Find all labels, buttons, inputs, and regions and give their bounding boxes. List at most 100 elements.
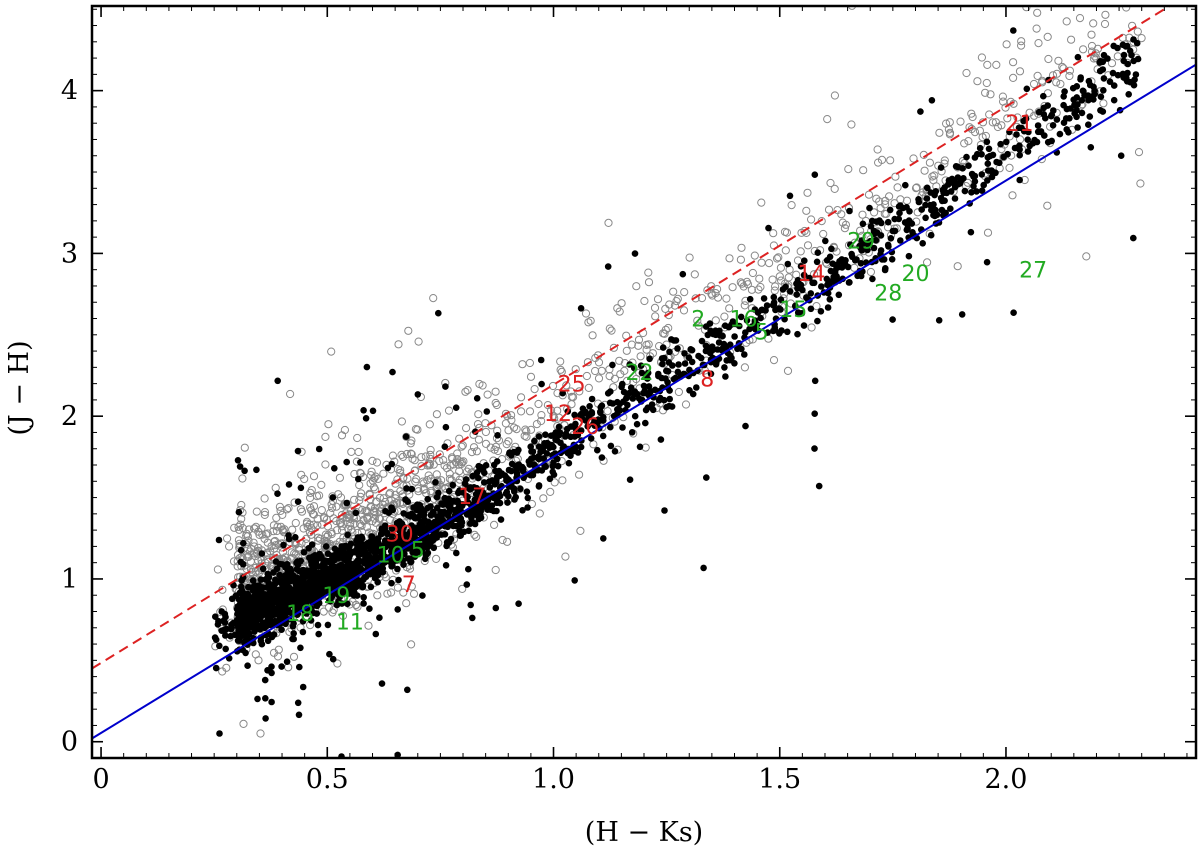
field-star-filled bbox=[1023, 85, 1031, 93]
field-star-filled bbox=[577, 427, 585, 434]
field-star-filled bbox=[609, 361, 616, 369]
field-star-filled bbox=[528, 471, 535, 478]
field-star-filled bbox=[1078, 97, 1086, 104]
scatter-points bbox=[211, 0, 1146, 806]
field-star-filled bbox=[523, 488, 531, 496]
field-star-filled bbox=[362, 573, 370, 581]
field-star-filled bbox=[530, 454, 537, 461]
source-label-8: 8 bbox=[700, 368, 714, 393]
y-tick-label: 0 bbox=[61, 727, 78, 758]
field-star-open bbox=[755, 274, 764, 283]
field-star-open bbox=[558, 476, 567, 485]
field-star-filled bbox=[1016, 176, 1023, 184]
field-star-filled bbox=[647, 388, 655, 395]
source-label-21: 21 bbox=[1006, 112, 1034, 137]
field-star-open bbox=[725, 304, 734, 313]
field-star-open bbox=[469, 443, 479, 452]
field-star-open bbox=[782, 228, 792, 237]
field-star-filled bbox=[884, 218, 892, 226]
field-star-filled bbox=[275, 799, 282, 806]
field-star-open bbox=[286, 389, 295, 399]
field-star-filled bbox=[620, 388, 628, 396]
field-star-filled bbox=[888, 255, 896, 263]
field-star-open bbox=[289, 652, 299, 661]
field-star-filled bbox=[246, 609, 254, 616]
field-star-filled bbox=[688, 358, 696, 366]
field-star-filled bbox=[278, 626, 285, 633]
field-star-filled bbox=[264, 637, 272, 645]
field-star-filled bbox=[1132, 71, 1140, 78]
field-star-open bbox=[337, 522, 347, 531]
field-star-filled bbox=[948, 175, 956, 183]
field-star-open bbox=[356, 492, 365, 501]
field-star-filled bbox=[726, 341, 734, 349]
field-star-filled bbox=[604, 263, 612, 270]
field-star-filled bbox=[1097, 58, 1104, 65]
field-star-filled bbox=[262, 695, 269, 702]
field-star-open bbox=[445, 474, 454, 483]
field-star-filled bbox=[274, 377, 282, 385]
field-star-open bbox=[393, 465, 402, 474]
field-star-filled bbox=[297, 484, 305, 492]
field-star-open bbox=[556, 357, 565, 366]
field-star-filled bbox=[456, 502, 464, 510]
field-star-filled bbox=[394, 554, 402, 561]
field-star-filled bbox=[315, 630, 323, 638]
field-star-filled bbox=[814, 249, 822, 256]
field-star-filled bbox=[1085, 121, 1092, 128]
field-star-open bbox=[534, 399, 543, 409]
field-star-filled bbox=[1010, 27, 1017, 34]
field-star-filled bbox=[1056, 130, 1064, 138]
field-star-filled bbox=[442, 423, 450, 431]
field-star-filled bbox=[286, 575, 293, 583]
field-star-open bbox=[307, 530, 316, 539]
field-star-filled bbox=[1123, 42, 1131, 50]
field-star-filled bbox=[716, 332, 724, 339]
field-star-open bbox=[368, 517, 377, 526]
field-star-open bbox=[812, 302, 821, 311]
field-star-open bbox=[414, 487, 423, 496]
field-star-filled bbox=[674, 345, 681, 352]
field-star-filled bbox=[254, 695, 261, 703]
field-star-open bbox=[973, 77, 982, 86]
field-star-open bbox=[891, 172, 900, 181]
field-star-filled bbox=[538, 380, 545, 388]
field-star-open bbox=[402, 599, 411, 608]
field-star-filled bbox=[786, 288, 794, 295]
field-star-open bbox=[1137, 34, 1146, 43]
field-star-open bbox=[632, 282, 641, 291]
field-star-filled bbox=[444, 502, 452, 509]
field-star-filled bbox=[1071, 101, 1078, 109]
field-star-open bbox=[474, 410, 483, 419]
field-star-filled bbox=[348, 562, 356, 570]
field-star-filled bbox=[853, 256, 860, 263]
field-star-filled bbox=[663, 367, 670, 375]
field-star-filled bbox=[896, 209, 903, 217]
field-star-open bbox=[462, 424, 471, 433]
field-star-filled bbox=[427, 503, 434, 510]
field-star-open bbox=[870, 208, 879, 217]
field-star-open bbox=[513, 454, 522, 463]
field-star-filled bbox=[611, 448, 619, 455]
field-star-open bbox=[432, 554, 441, 564]
field-star-filled bbox=[1044, 0, 1051, 6]
field-star-filled bbox=[908, 220, 916, 227]
field-star-filled bbox=[256, 624, 264, 632]
field-star-open bbox=[1009, 73, 1018, 83]
field-star-open bbox=[370, 474, 379, 483]
field-star-open bbox=[670, 301, 680, 310]
field-star-filled bbox=[524, 504, 531, 511]
field-star-filled bbox=[640, 382, 648, 390]
x-tick-label: 1.5 bbox=[758, 764, 801, 795]
field-star-filled bbox=[519, 507, 526, 514]
field-star-filled bbox=[305, 593, 313, 601]
field-star-open bbox=[509, 423, 519, 432]
field-star-filled bbox=[731, 333, 738, 340]
field-star-filled bbox=[388, 531, 396, 538]
field-star-open bbox=[803, 188, 812, 197]
field-star-filled bbox=[1033, 0, 1040, 2]
field-star-filled bbox=[319, 569, 327, 577]
field-star-filled bbox=[408, 523, 416, 530]
field-star-open bbox=[584, 383, 593, 392]
field-star-filled bbox=[847, 241, 854, 248]
